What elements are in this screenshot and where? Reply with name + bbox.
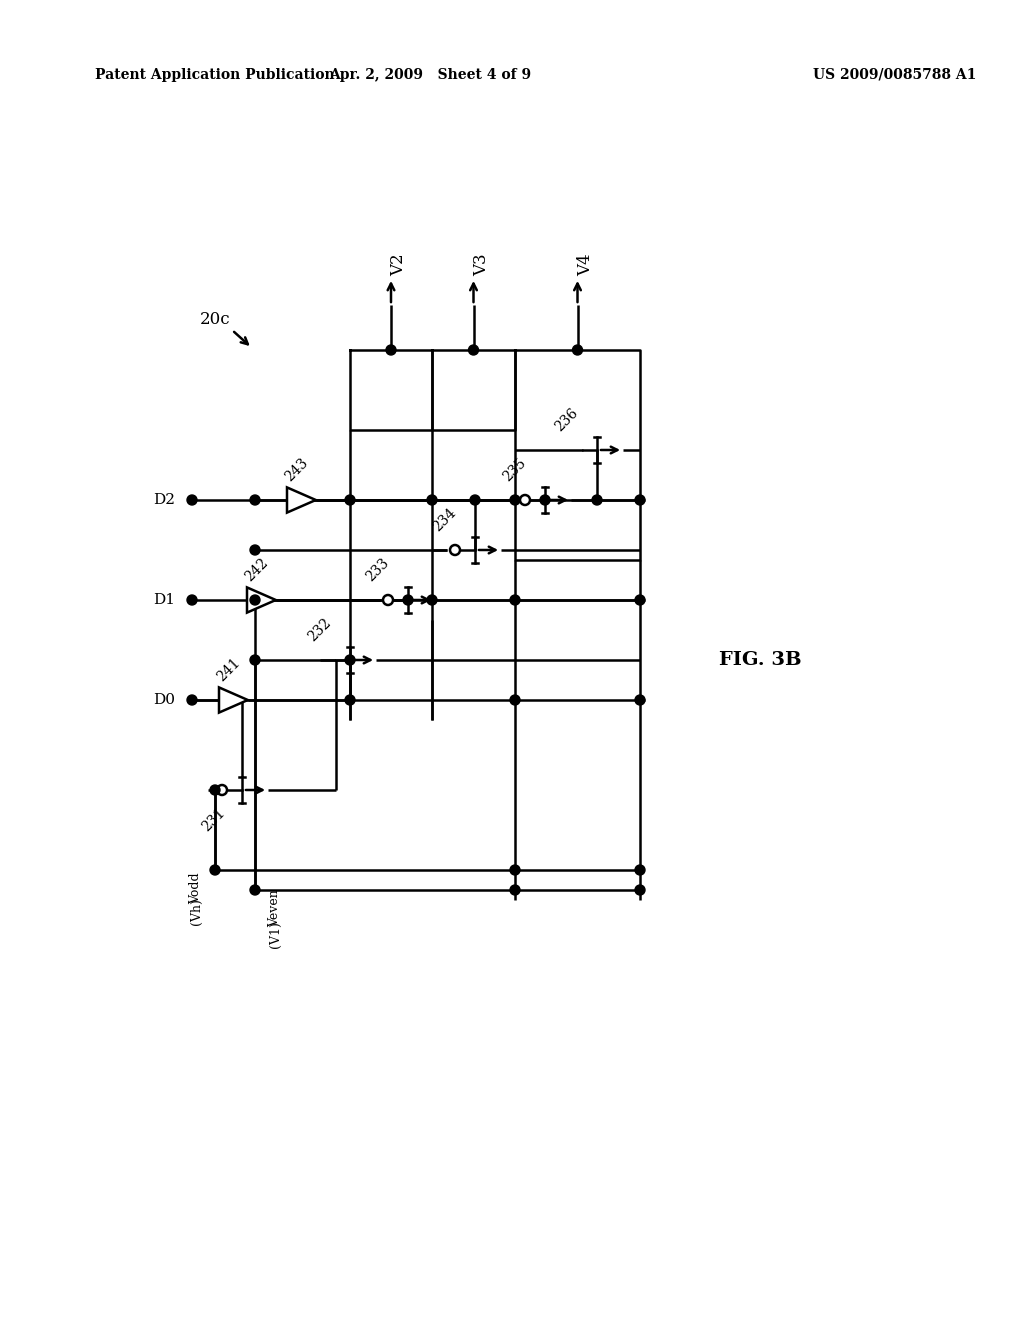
Circle shape bbox=[250, 595, 260, 605]
Text: Veven: Veven bbox=[268, 890, 282, 927]
Circle shape bbox=[187, 595, 197, 605]
Circle shape bbox=[520, 495, 530, 506]
Circle shape bbox=[427, 495, 437, 506]
Circle shape bbox=[540, 495, 550, 506]
Text: D2: D2 bbox=[153, 492, 175, 507]
Circle shape bbox=[510, 865, 520, 875]
Circle shape bbox=[635, 696, 645, 705]
Circle shape bbox=[403, 595, 413, 605]
Text: D0: D0 bbox=[153, 693, 175, 708]
Text: 242: 242 bbox=[243, 556, 271, 585]
Circle shape bbox=[510, 696, 520, 705]
Text: FIG. 3B: FIG. 3B bbox=[719, 651, 802, 669]
Circle shape bbox=[572, 345, 583, 355]
Text: 233: 233 bbox=[364, 556, 392, 585]
Circle shape bbox=[250, 495, 260, 506]
Circle shape bbox=[635, 595, 645, 605]
Text: 236: 236 bbox=[553, 405, 582, 434]
Circle shape bbox=[250, 884, 260, 895]
Polygon shape bbox=[247, 587, 275, 612]
Text: Patent Application Publication: Patent Application Publication bbox=[95, 69, 335, 82]
Circle shape bbox=[217, 785, 227, 795]
Text: 20c: 20c bbox=[200, 312, 230, 329]
Text: 243: 243 bbox=[283, 455, 311, 484]
Text: US 2009/0085788 A1: US 2009/0085788 A1 bbox=[813, 69, 977, 82]
Circle shape bbox=[427, 595, 437, 605]
Circle shape bbox=[635, 495, 645, 506]
Circle shape bbox=[635, 884, 645, 895]
Circle shape bbox=[210, 865, 220, 875]
Circle shape bbox=[386, 345, 396, 355]
Circle shape bbox=[345, 696, 355, 705]
Circle shape bbox=[510, 495, 520, 506]
Circle shape bbox=[510, 595, 520, 605]
Circle shape bbox=[187, 696, 197, 705]
Polygon shape bbox=[287, 487, 315, 512]
Circle shape bbox=[470, 495, 480, 506]
Circle shape bbox=[210, 785, 220, 795]
Text: V3: V3 bbox=[473, 253, 490, 276]
Polygon shape bbox=[219, 688, 248, 713]
Circle shape bbox=[592, 495, 602, 506]
Text: V4: V4 bbox=[577, 253, 594, 276]
Circle shape bbox=[345, 655, 355, 665]
Circle shape bbox=[510, 884, 520, 895]
Text: 235: 235 bbox=[501, 455, 529, 484]
Circle shape bbox=[383, 595, 393, 605]
Circle shape bbox=[250, 655, 260, 665]
Text: Vodd: Vodd bbox=[189, 873, 203, 904]
Text: 231: 231 bbox=[200, 805, 228, 834]
Circle shape bbox=[250, 545, 260, 554]
Text: Apr. 2, 2009   Sheet 4 of 9: Apr. 2, 2009 Sheet 4 of 9 bbox=[329, 69, 531, 82]
Circle shape bbox=[450, 545, 460, 554]
Text: 232: 232 bbox=[306, 615, 334, 644]
Text: (V1): (V1) bbox=[268, 921, 282, 949]
Circle shape bbox=[187, 495, 197, 506]
Text: 241: 241 bbox=[215, 656, 244, 684]
Text: V2: V2 bbox=[390, 253, 408, 276]
Text: D1: D1 bbox=[153, 593, 175, 607]
Text: (Vh): (Vh) bbox=[189, 899, 203, 925]
Circle shape bbox=[635, 865, 645, 875]
Text: 234: 234 bbox=[431, 506, 460, 535]
Circle shape bbox=[345, 495, 355, 506]
Circle shape bbox=[469, 345, 478, 355]
